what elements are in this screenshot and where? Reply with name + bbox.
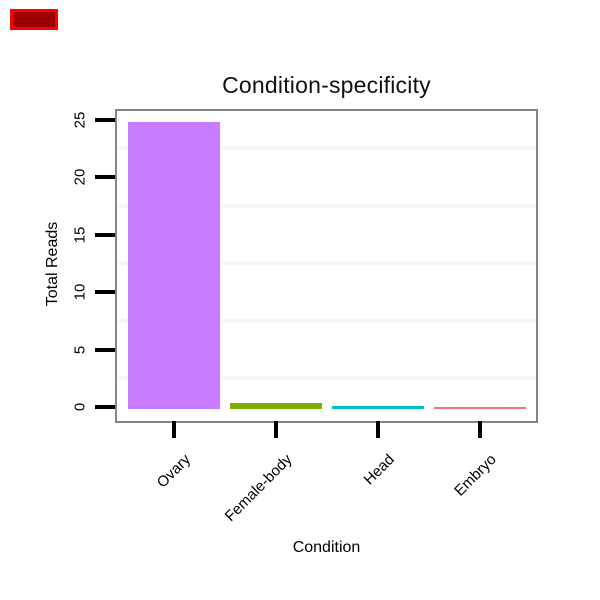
x-tick: [172, 421, 176, 438]
minor-gridline: [117, 261, 536, 266]
y-tick: [95, 117, 115, 122]
bar-embryo: [434, 406, 526, 409]
y-tick-label: 20: [71, 168, 89, 186]
red-marker-box: [10, 9, 58, 30]
x-tick-label: Female-body: [222, 451, 297, 525]
y-tick-label: 5: [71, 345, 89, 354]
y-axis-title: Total Reads: [44, 221, 61, 307]
y-tick-label: 0: [71, 402, 89, 412]
plot-panel: [115, 109, 538, 423]
chart-title: Condition-specificity: [222, 72, 431, 98]
x-tick-label: Embryo: [451, 451, 501, 500]
y-tick-label: 15: [71, 226, 89, 243]
bar-ovary: [128, 121, 220, 409]
y-tick-label: 10: [71, 283, 89, 301]
minor-gridline: [117, 146, 536, 151]
y-tick: [95, 347, 115, 352]
y-tick: [95, 290, 115, 294]
x-tick: [478, 421, 482, 438]
y-tick: [95, 175, 115, 179]
x-axis-title: Condition: [292, 539, 361, 556]
x-tick-label: Head: [360, 451, 399, 489]
minor-gridline: [117, 203, 536, 208]
minor-gridline: [117, 318, 536, 323]
x-tick-label: Ovary: [153, 451, 195, 492]
y-tick: [95, 405, 115, 409]
plot-area: [117, 111, 536, 421]
x-tick: [376, 421, 380, 438]
bar-female-body: [230, 403, 322, 409]
y-tick: [95, 232, 115, 237]
y-tick-label: 25: [71, 111, 89, 128]
x-tick: [274, 421, 278, 438]
minor-gridline: [117, 376, 536, 381]
bar-head: [332, 405, 424, 409]
